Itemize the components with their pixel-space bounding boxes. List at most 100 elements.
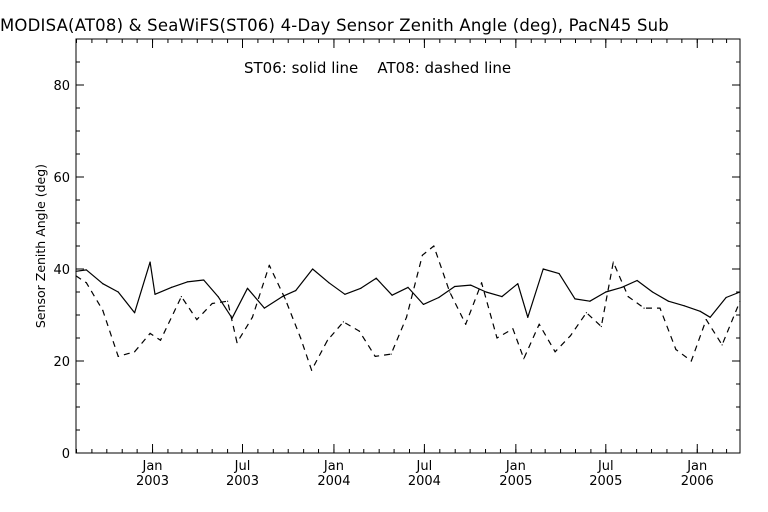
data-point-at08 xyxy=(721,344,723,346)
data-point-at08 xyxy=(358,330,360,332)
x-tick-month-label: Jul xyxy=(416,459,433,474)
x-tick-month-label: Jan xyxy=(142,459,163,474)
x-tick-year-label: 2005 xyxy=(499,474,532,489)
data-point-at08 xyxy=(326,339,329,341)
data-point-at08 xyxy=(612,261,614,263)
data-point-at08 xyxy=(705,319,707,321)
data-point-at08 xyxy=(236,342,238,344)
data-point-at08 xyxy=(659,307,661,309)
data-point-at08 xyxy=(342,321,344,323)
data-point-st06 xyxy=(725,296,727,299)
data-point-at08 xyxy=(512,328,514,330)
data-point-st06 xyxy=(102,283,104,285)
data-point-at08 xyxy=(134,351,136,353)
data-point-at08 xyxy=(390,353,392,355)
data-point-at08 xyxy=(421,254,424,256)
data-point-st06 xyxy=(438,296,440,299)
data-point-st06 xyxy=(295,290,297,292)
data-point-st06 xyxy=(85,269,88,271)
x-tick-year-label: 2005 xyxy=(589,474,622,489)
data-point-st06 xyxy=(621,286,623,288)
chart-title: MODISA(AT08) & SeaWiFS(ST06) 4-Day Senso… xyxy=(0,16,669,35)
data-point-st06 xyxy=(263,307,265,309)
data-point-st06 xyxy=(485,291,487,293)
data-point-at08 xyxy=(523,358,525,360)
data-point-st06 xyxy=(683,305,685,307)
data-point-at08 xyxy=(690,360,692,362)
data-point-st06 xyxy=(281,296,283,298)
data-point-st06 xyxy=(739,291,741,293)
data-point-st06 xyxy=(501,296,503,298)
data-point-st06 xyxy=(117,291,119,293)
data-point-st06 xyxy=(574,298,576,300)
data-point-at08 xyxy=(268,264,270,266)
data-point-st06 xyxy=(709,316,711,318)
data-point-at08 xyxy=(102,309,104,311)
data-point-at08 xyxy=(149,332,151,334)
data-point-st06 xyxy=(558,273,560,275)
data-point-st06 xyxy=(170,286,173,288)
data-point-st06 xyxy=(328,282,330,284)
data-point-at08 xyxy=(251,316,254,318)
data-point-at08 xyxy=(465,323,467,325)
series-line-at08 xyxy=(75,245,741,371)
data-point-st06 xyxy=(154,293,156,295)
data-point-at08 xyxy=(600,325,602,328)
data-point-at08 xyxy=(85,282,88,284)
data-point-st06 xyxy=(375,277,377,279)
data-point-st06 xyxy=(391,294,393,296)
data-point-st06 xyxy=(454,285,456,288)
data-point-at08 xyxy=(196,319,198,321)
data-point-at08 xyxy=(310,369,313,371)
data-point-st06 xyxy=(605,291,607,293)
data-point-st06 xyxy=(311,268,314,270)
x-tick-month-label: Jan xyxy=(323,459,344,474)
y-tick-label: 40 xyxy=(53,263,70,278)
y-tick-label: 80 xyxy=(53,79,70,94)
data-point-st06 xyxy=(527,316,529,318)
x-tick-month-label: Jul xyxy=(597,459,614,474)
data-point-at08 xyxy=(117,355,119,357)
data-point-st06 xyxy=(186,281,188,283)
x-axis: Jan2003Jul2003Jan2004Jul2004Jan2005Jul20… xyxy=(75,39,728,489)
data-point-st06 xyxy=(203,279,205,281)
data-point-at08 xyxy=(739,300,741,302)
data-point-st06 xyxy=(542,268,544,270)
data-point-at08 xyxy=(675,348,677,351)
data-point-st06 xyxy=(667,300,670,302)
data-point-at08 xyxy=(405,316,408,318)
x-tick-year-label: 2003 xyxy=(226,474,259,489)
y-tick-label: 20 xyxy=(53,355,70,370)
data-point-st06 xyxy=(407,286,409,288)
plot-frame xyxy=(75,38,741,454)
data-point-at08 xyxy=(211,302,213,305)
x-tick-year-label: 2004 xyxy=(408,474,441,489)
data-point-st06 xyxy=(149,261,151,263)
data-point-st06 xyxy=(217,296,219,298)
x-tick-year-label: 2004 xyxy=(317,474,350,489)
data-point-at08 xyxy=(538,323,540,325)
data-point-st06 xyxy=(246,287,249,289)
data-point-at08 xyxy=(585,312,588,314)
data-point-st06 xyxy=(589,300,591,302)
data-point-at08 xyxy=(159,339,162,341)
data-point-st06 xyxy=(134,312,136,314)
x-tick-month-label: Jul xyxy=(234,459,251,474)
data-point-st06 xyxy=(360,287,362,289)
x-tick-year-label: 2006 xyxy=(681,474,714,489)
data-point-at08 xyxy=(643,307,645,309)
x-tick-month-label: Jan xyxy=(505,459,526,474)
data-point-st06 xyxy=(344,293,346,295)
data-point-at08 xyxy=(627,296,629,298)
data-point-at08 xyxy=(554,351,556,353)
data-point-at08 xyxy=(374,355,376,357)
data-point-at08 xyxy=(480,282,483,284)
x-tick-month-label: Jan xyxy=(686,459,707,474)
series-group xyxy=(75,245,741,371)
data-point-st06 xyxy=(651,291,654,293)
data-point-at08 xyxy=(449,291,451,293)
data-point-st06 xyxy=(517,283,519,285)
data-point-at08 xyxy=(433,245,435,247)
x-tick-year-label: 2003 xyxy=(136,474,169,489)
